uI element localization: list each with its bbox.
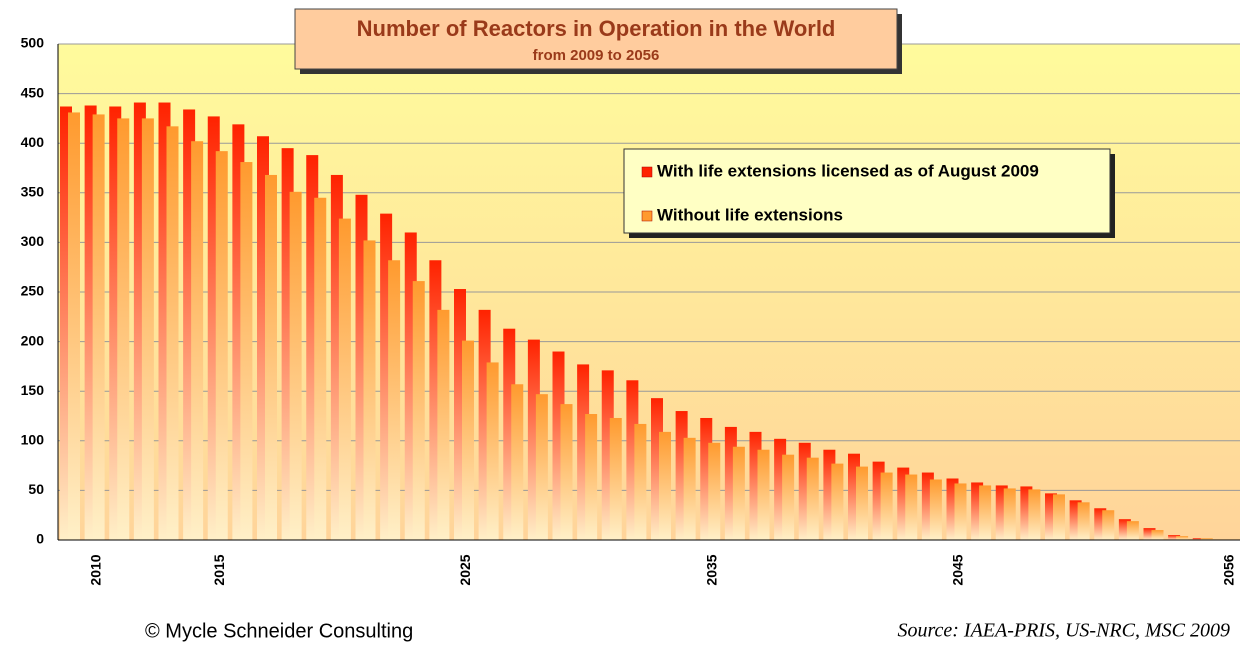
bar	[314, 197, 327, 540]
bar	[1168, 535, 1181, 540]
bar	[68, 112, 80, 540]
bar	[141, 118, 154, 541]
bar	[585, 414, 598, 540]
bar	[338, 218, 351, 541]
chart-subtitle: from 2009 to 2056	[533, 47, 660, 64]
bar	[1102, 510, 1115, 540]
bar	[806, 457, 819, 540]
bar	[732, 446, 745, 540]
y-tick-label: 100	[21, 432, 45, 448]
x-tick-label: 2035	[703, 554, 719, 585]
bar	[659, 431, 671, 540]
bar	[1053, 494, 1065, 540]
bar	[265, 174, 277, 540]
bar	[363, 240, 376, 540]
bar	[289, 191, 302, 541]
bar	[1077, 502, 1090, 540]
bar	[215, 151, 228, 541]
bar	[462, 340, 474, 540]
bar	[708, 442, 721, 540]
bar	[1151, 530, 1164, 540]
bar	[683, 437, 696, 540]
chart-title: Number of Reactors in Operation in the W…	[357, 16, 836, 41]
bar	[560, 404, 573, 540]
y-tick-label: 300	[21, 233, 45, 249]
bar	[757, 449, 770, 540]
bar	[166, 126, 179, 540]
bar	[1003, 488, 1016, 540]
y-tick-label: 450	[21, 84, 45, 100]
y-tick-label: 200	[21, 332, 45, 348]
bar	[609, 417, 622, 540]
footer-credit: © Mycle Schneider Consulting	[145, 620, 413, 642]
legend-swatch	[641, 210, 653, 222]
title-box	[294, 8, 898, 70]
footer-source: Source: IAEA-PRIS, US-NRC, MSC 2009	[897, 620, 1230, 642]
bar	[782, 454, 795, 540]
x-tick-label: 2045	[950, 554, 966, 585]
legend-label: With life extensions licensed as of Augu…	[657, 161, 1039, 180]
bar	[905, 474, 918, 540]
bar	[486, 362, 499, 540]
bar	[240, 162, 253, 540]
y-tick-label: 350	[21, 184, 45, 200]
legend-swatch	[641, 166, 653, 178]
y-tick-label: 500	[21, 35, 45, 51]
y-tick-label: 150	[21, 382, 45, 398]
y-tick-label: 400	[21, 134, 45, 150]
bar	[880, 472, 893, 540]
bar	[1028, 489, 1041, 540]
bar	[1176, 536, 1189, 540]
bar	[1200, 538, 1213, 540]
bar	[929, 479, 942, 540]
y-tick-label: 50	[28, 481, 44, 497]
bar	[92, 114, 105, 540]
legend-box	[623, 148, 1111, 234]
x-tick-label: 2015	[211, 554, 227, 585]
bar	[831, 463, 844, 540]
bar	[511, 384, 524, 540]
bar	[388, 260, 401, 540]
bar	[1126, 521, 1139, 540]
bar	[191, 141, 204, 540]
bar	[979, 485, 992, 540]
bar	[535, 394, 548, 540]
bar	[1143, 528, 1156, 540]
bar	[954, 483, 967, 540]
bar	[856, 466, 868, 540]
x-tick-label: 2010	[88, 554, 104, 585]
bar	[117, 118, 130, 541]
bar	[1192, 538, 1205, 540]
legend-label: Without life extensions	[657, 205, 843, 224]
y-tick-label: 250	[21, 283, 45, 299]
bar	[437, 309, 450, 540]
y-tick-label: 0	[36, 531, 44, 547]
x-tick-label: 2056	[1220, 554, 1236, 585]
x-tick-label: 2025	[457, 554, 473, 585]
bar	[412, 281, 425, 540]
bar	[634, 423, 647, 540]
